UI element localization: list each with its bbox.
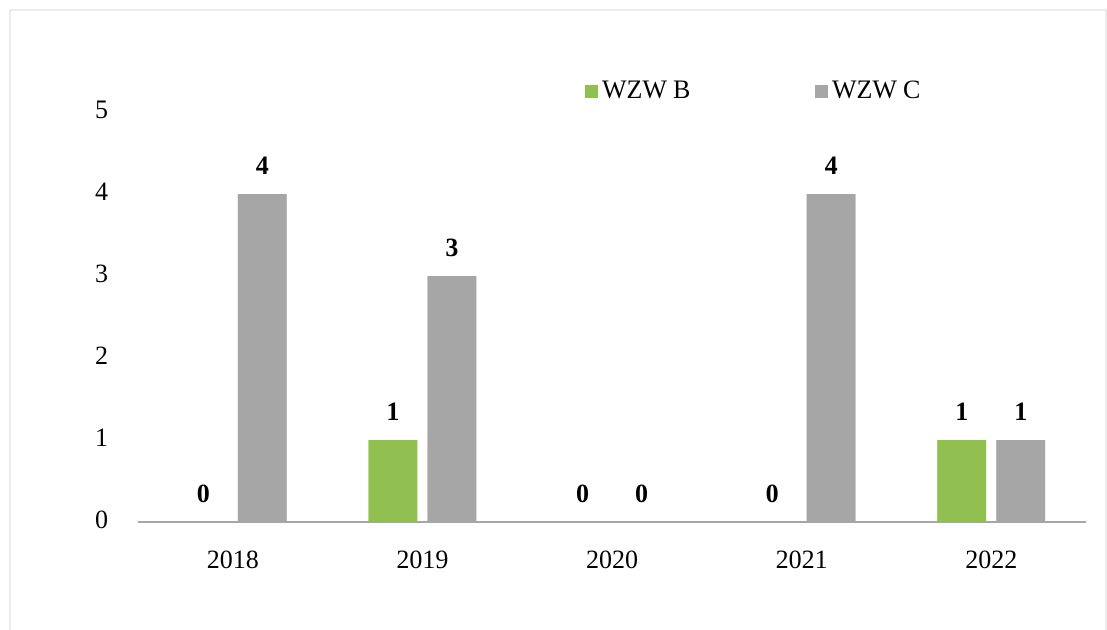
data-label: 0: [766, 479, 779, 508]
data-label: 0: [197, 479, 210, 508]
y-tick-label: 4: [95, 177, 108, 206]
y-tick-label: 1: [95, 423, 108, 452]
data-label: 0: [635, 479, 648, 508]
bar: [427, 276, 477, 522]
data-label: 3: [445, 233, 458, 262]
legend-label: WZW C: [832, 75, 920, 104]
bar: [996, 440, 1046, 522]
data-label: 4: [825, 151, 838, 180]
legend-label: WZW B: [602, 75, 690, 104]
data-label: 0: [576, 479, 589, 508]
x-tick-label: 2018: [207, 545, 259, 574]
y-tick-label: 5: [95, 95, 108, 124]
data-label: 1: [386, 397, 399, 426]
chart-frame: [9, 9, 1107, 630]
data-label: 1: [955, 397, 968, 426]
y-tick-label: 2: [95, 341, 108, 370]
bar: [237, 194, 287, 522]
bar: [368, 440, 418, 522]
data-label: 1: [1014, 397, 1027, 426]
bar: [937, 440, 987, 522]
bar: [806, 194, 856, 522]
x-tick-label: 2022: [965, 545, 1017, 574]
x-tick-label: 2020: [586, 545, 638, 574]
legend-swatch: [815, 85, 828, 98]
x-tick-label: 2019: [396, 545, 448, 574]
y-tick-label: 0: [95, 505, 108, 534]
x-tick-label: 2021: [776, 545, 828, 574]
legend-swatch: [585, 85, 598, 98]
data-label: 4: [256, 151, 269, 180]
y-tick-label: 3: [95, 259, 108, 288]
